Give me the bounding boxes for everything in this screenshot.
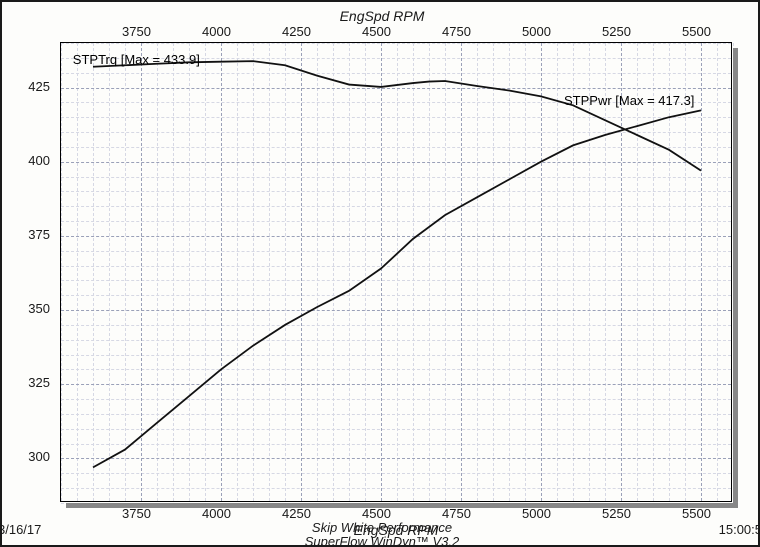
x-tick-top: 4750	[442, 24, 471, 39]
footer-time: 15:00:5	[719, 522, 760, 537]
footer-subtitle: SuperFlow WinDyn™ V3.2	[2, 534, 760, 547]
x-tick-top: 5000	[522, 24, 551, 39]
x-tick-bottom: 5250	[602, 506, 631, 521]
y-tick-left: 300	[28, 449, 50, 464]
y-tick-left: 325	[28, 375, 50, 390]
x-tick-bottom: 4500	[362, 506, 391, 521]
x-axis-title-top: EngSpd RPM	[2, 8, 760, 24]
x-tick-bottom: 3750	[122, 506, 151, 521]
x-tick-bottom: 5000	[522, 506, 551, 521]
series-line-STPTrq	[93, 61, 701, 171]
y-tick-left: 350	[28, 301, 50, 316]
x-tick-top: 5500	[682, 24, 711, 39]
chart-plot-area	[60, 42, 732, 502]
x-tick-top: 3750	[122, 24, 151, 39]
y-tick-left: 400	[28, 153, 50, 168]
x-tick-bottom: 5500	[682, 506, 711, 521]
chart-shadow-bottom	[66, 503, 738, 508]
y-tick-left: 425	[28, 79, 50, 94]
x-tick-top: 5250	[602, 24, 631, 39]
x-tick-top: 4250	[282, 24, 311, 39]
x-tick-bottom: 4750	[442, 506, 471, 521]
x-tick-top: 4500	[362, 24, 391, 39]
footer-title: Skip White Performance	[2, 520, 760, 535]
series-line-STPPwr	[93, 110, 701, 467]
y-tick-left: 375	[28, 227, 50, 242]
x-tick-bottom: 4000	[202, 506, 231, 521]
plot-svg	[61, 43, 731, 501]
x-tick-bottom: 4250	[282, 506, 311, 521]
series-label-STPPwr: STPPwr [Max = 417.3]	[564, 93, 694, 108]
series-label-STPTrq: STPTrq [Max = 433.9]	[73, 52, 200, 67]
x-tick-top: 4000	[202, 24, 231, 39]
chart-shadow-right	[733, 48, 738, 508]
page: EngSpd RPM EngSpd RPM 3/16/17 Skip White…	[0, 0, 760, 547]
